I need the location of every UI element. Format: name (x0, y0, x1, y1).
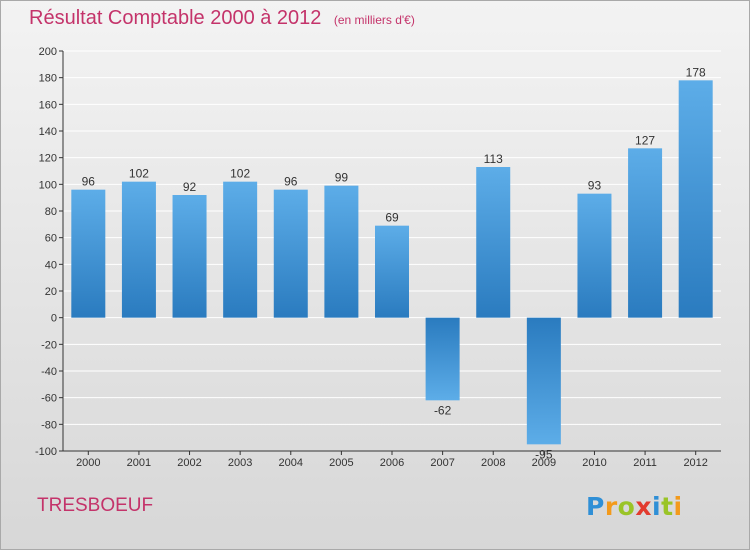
x-tick-label: 2002 (177, 457, 201, 469)
data-label: 69 (385, 211, 399, 225)
data-label: 93 (588, 179, 602, 193)
y-tick-label: -60 (41, 393, 57, 405)
bar (273, 189, 308, 318)
x-tick-label: 2008 (481, 457, 505, 469)
bar (526, 317, 561, 445)
bar (172, 195, 207, 318)
bar (324, 185, 359, 318)
data-label: 113 (484, 152, 503, 166)
x-tick-label: 2007 (430, 457, 454, 469)
data-label: 127 (635, 133, 655, 147)
y-tick-label: -40 (41, 366, 57, 378)
y-tick-label: 40 (45, 259, 57, 271)
data-label: 96 (284, 175, 298, 189)
y-tick-label: 180 (39, 73, 57, 85)
y-tick-label: 100 (39, 179, 57, 191)
bar (223, 181, 258, 318)
bar (628, 148, 663, 318)
y-tick-label: 60 (45, 233, 57, 245)
proxiti-logo: Proxiti (586, 492, 683, 521)
data-label: 99 (335, 171, 349, 185)
data-label: 102 (230, 167, 250, 181)
bar (577, 193, 612, 318)
x-tick-label: 2009 (532, 457, 556, 469)
bar (71, 189, 106, 318)
x-tick-label: 2000 (76, 457, 100, 469)
y-tick-label: 20 (45, 286, 57, 298)
y-tick-label: -80 (41, 419, 57, 431)
chart-title-main: Résultat Comptable 2000 à 2012 (29, 7, 322, 29)
data-label: 92 (183, 180, 197, 194)
data-label: 96 (82, 175, 96, 189)
data-label: 178 (686, 65, 706, 79)
bar (425, 317, 460, 401)
chart-title: Résultat Comptable 2000 à 2012 (en milli… (29, 7, 415, 30)
y-tick-label: 140 (39, 126, 57, 138)
chart-subtitle: (en milliers d'€) (333, 13, 415, 27)
data-label: -62 (434, 403, 452, 417)
x-tick-label: 2012 (683, 457, 707, 469)
bar (476, 167, 511, 318)
x-tick-label: 2003 (228, 457, 252, 469)
y-tick-label: 80 (45, 206, 57, 218)
x-tick-label: 2006 (380, 457, 404, 469)
bar (375, 225, 409, 318)
y-tick-label: 160 (39, 99, 57, 111)
x-tick-label: 2011 (633, 457, 657, 469)
x-tick-label: 2001 (127, 457, 151, 469)
y-tick-label: 0 (51, 313, 57, 325)
commune-name: TRESBOEUF (37, 495, 154, 516)
x-tick-label: 2005 (329, 457, 353, 469)
y-tick-label: 200 (39, 46, 57, 58)
x-tick-label: 2010 (582, 457, 606, 469)
y-tick-label: -100 (35, 446, 57, 458)
bar (678, 80, 713, 318)
bar (121, 181, 156, 318)
data-label: 102 (129, 167, 149, 181)
x-tick-label: 2004 (279, 457, 303, 469)
y-tick-label: 120 (39, 153, 57, 165)
y-tick-label: -20 (41, 339, 57, 351)
